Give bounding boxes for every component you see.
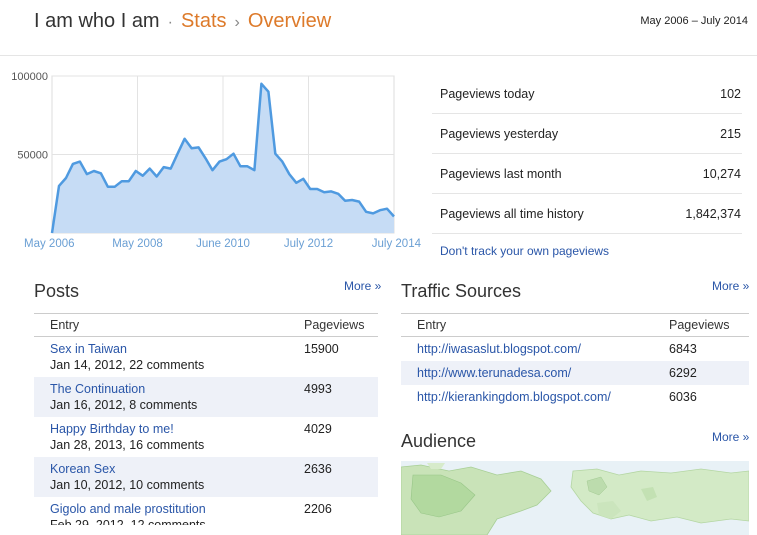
traffic-more-link[interactable]: More » bbox=[712, 279, 750, 293]
posts-title: Posts bbox=[34, 281, 80, 301]
traffic-table: Entry Pageviews http://iwasaslut.blogspo… bbox=[401, 313, 749, 409]
breadcrumb: I am who I am · Stats › Overview bbox=[34, 10, 331, 33]
post-meta: Jan 14, 2012, 22 comments bbox=[50, 358, 205, 372]
col-entry: Entry bbox=[417, 318, 447, 332]
post-pageviews: 2636 bbox=[304, 462, 332, 476]
y-tick-label: 100000 bbox=[11, 71, 48, 83]
audience-title: Audience bbox=[401, 431, 477, 451]
stat-value: 102 bbox=[720, 86, 741, 101]
y-tick-label: 50000 bbox=[17, 150, 48, 162]
traffic-pageviews: 6843 bbox=[669, 342, 697, 356]
page-title: Overview bbox=[247, 10, 332, 32]
table-row: http://kierankingdom.blogspot.com/ 6036 bbox=[401, 385, 749, 409]
chart-line bbox=[50, 82, 395, 234]
post-link[interactable]: Happy Birthday to me! bbox=[50, 422, 174, 436]
col-pageviews: Pageviews bbox=[669, 318, 730, 332]
dont-track-link[interactable]: Don't track your own pageviews bbox=[440, 244, 610, 258]
post-link[interactable]: Gigolo and male prostitution bbox=[50, 502, 206, 516]
table-row: Korean Sex Jan 10, 2012, 10 comments 2636 bbox=[34, 457, 378, 497]
traffic-pageviews: 6292 bbox=[669, 366, 697, 380]
breadcrumb-chevron: › bbox=[234, 14, 240, 31]
table-row: http://www.terunadesa.com/ 6292 bbox=[401, 361, 749, 385]
traffic-source-link[interactable]: http://kierankingdom.blogspot.com/ bbox=[417, 390, 611, 404]
stat-label: Pageviews last month bbox=[440, 166, 562, 181]
post-pageviews: 4993 bbox=[304, 382, 332, 396]
breadcrumb-stats[interactable]: Stats bbox=[180, 10, 227, 32]
traffic-title: Traffic Sources bbox=[401, 281, 522, 301]
stat-value: 215 bbox=[720, 126, 741, 141]
audience-world-map[interactable] bbox=[401, 461, 749, 535]
table-row: The Continuation Jan 16, 2012, 8 comments… bbox=[34, 377, 378, 417]
pageviews-chart: 100000 50000 May 2006 May 2008 June 2010 Jul… bbox=[0, 62, 430, 262]
col-pageviews: Pageviews bbox=[304, 318, 365, 332]
world-map-svg bbox=[401, 461, 749, 535]
post-link[interactable]: Sex in Taiwan bbox=[50, 342, 127, 356]
post-meta: Jan 28, 2013, 16 comments bbox=[50, 438, 205, 452]
stat-value: 10,274 bbox=[702, 166, 741, 181]
audience-more-link[interactable]: More » bbox=[712, 430, 750, 444]
breadcrumb-separator: · bbox=[167, 14, 173, 31]
post-pageviews: 15900 bbox=[304, 342, 339, 356]
stat-value: 1,842,374 bbox=[685, 206, 741, 221]
traffic-source-link[interactable]: http://iwasaslut.blogspot.com/ bbox=[417, 342, 581, 356]
chart-svg: 100000 50000 May 2006 May 2008 June 2010 Jul… bbox=[11, 71, 422, 250]
chart-area bbox=[52, 83, 394, 233]
posts-table: Entry Pageviews Sex in Taiwan Jan 14, 201… bbox=[34, 313, 378, 525]
post-meta: Feb 29, 2012, 12 comments bbox=[50, 518, 206, 525]
stat-label: Pageviews all time history bbox=[440, 206, 584, 221]
x-tick-label[interactable]: May 2006 bbox=[24, 238, 75, 250]
table-row: Happy Birthday to me! Jan 28, 2013, 16 co… bbox=[34, 417, 378, 457]
header: I am who I am · Stats › Overview May 2006 – … bbox=[0, 0, 757, 56]
blog-name[interactable]: I am who I am bbox=[34, 10, 160, 32]
x-tick-label[interactable]: July 2014 bbox=[372, 238, 422, 250]
traffic-source-link[interactable]: http://www.terunadesa.com/ bbox=[417, 366, 572, 380]
table-row: http://iwasaslut.blogspot.com/ 6843 bbox=[401, 337, 749, 361]
table-row: Gigolo and male prostitution Feb 29, 2012… bbox=[34, 497, 378, 525]
posts-more-link[interactable]: More » bbox=[344, 279, 382, 293]
stat-label: Pageviews today bbox=[440, 86, 535, 101]
post-meta: Jan 10, 2012, 10 comments bbox=[50, 478, 205, 492]
date-range[interactable]: May 2006 – July 2014 bbox=[640, 15, 748, 27]
traffic-table-header: Entry Pageviews bbox=[401, 313, 749, 337]
post-meta: Jan 16, 2012, 8 comments bbox=[50, 398, 198, 412]
stats-table: Pageviews today 102 Pageviews yesterday … bbox=[432, 74, 742, 234]
post-pageviews: 2206 bbox=[304, 502, 332, 516]
post-pageviews: 4029 bbox=[304, 422, 332, 436]
stat-label: Pageviews yesterday bbox=[440, 126, 559, 141]
traffic-pageviews: 6036 bbox=[669, 390, 697, 404]
col-entry: Entry bbox=[50, 318, 80, 332]
x-tick-label[interactable]: May 2008 bbox=[112, 238, 163, 250]
stat-row-all-time: Pageviews all time history 1,842,374 bbox=[432, 194, 742, 234]
posts-table-header: Entry Pageviews bbox=[34, 313, 378, 337]
post-link[interactable]: Korean Sex bbox=[50, 462, 116, 476]
stat-row-last-month: Pageviews last month 10,274 bbox=[432, 154, 742, 194]
post-link[interactable]: The Continuation bbox=[50, 382, 146, 396]
stat-row-yesterday: Pageviews yesterday 215 bbox=[432, 114, 742, 154]
x-tick-label[interactable]: July 2012 bbox=[284, 238, 333, 250]
x-tick-label[interactable]: June 2010 bbox=[196, 238, 250, 250]
stat-row-today: Pageviews today 102 bbox=[432, 74, 742, 114]
table-row: Sex in Taiwan Jan 14, 2012, 22 comments 1… bbox=[34, 337, 378, 377]
